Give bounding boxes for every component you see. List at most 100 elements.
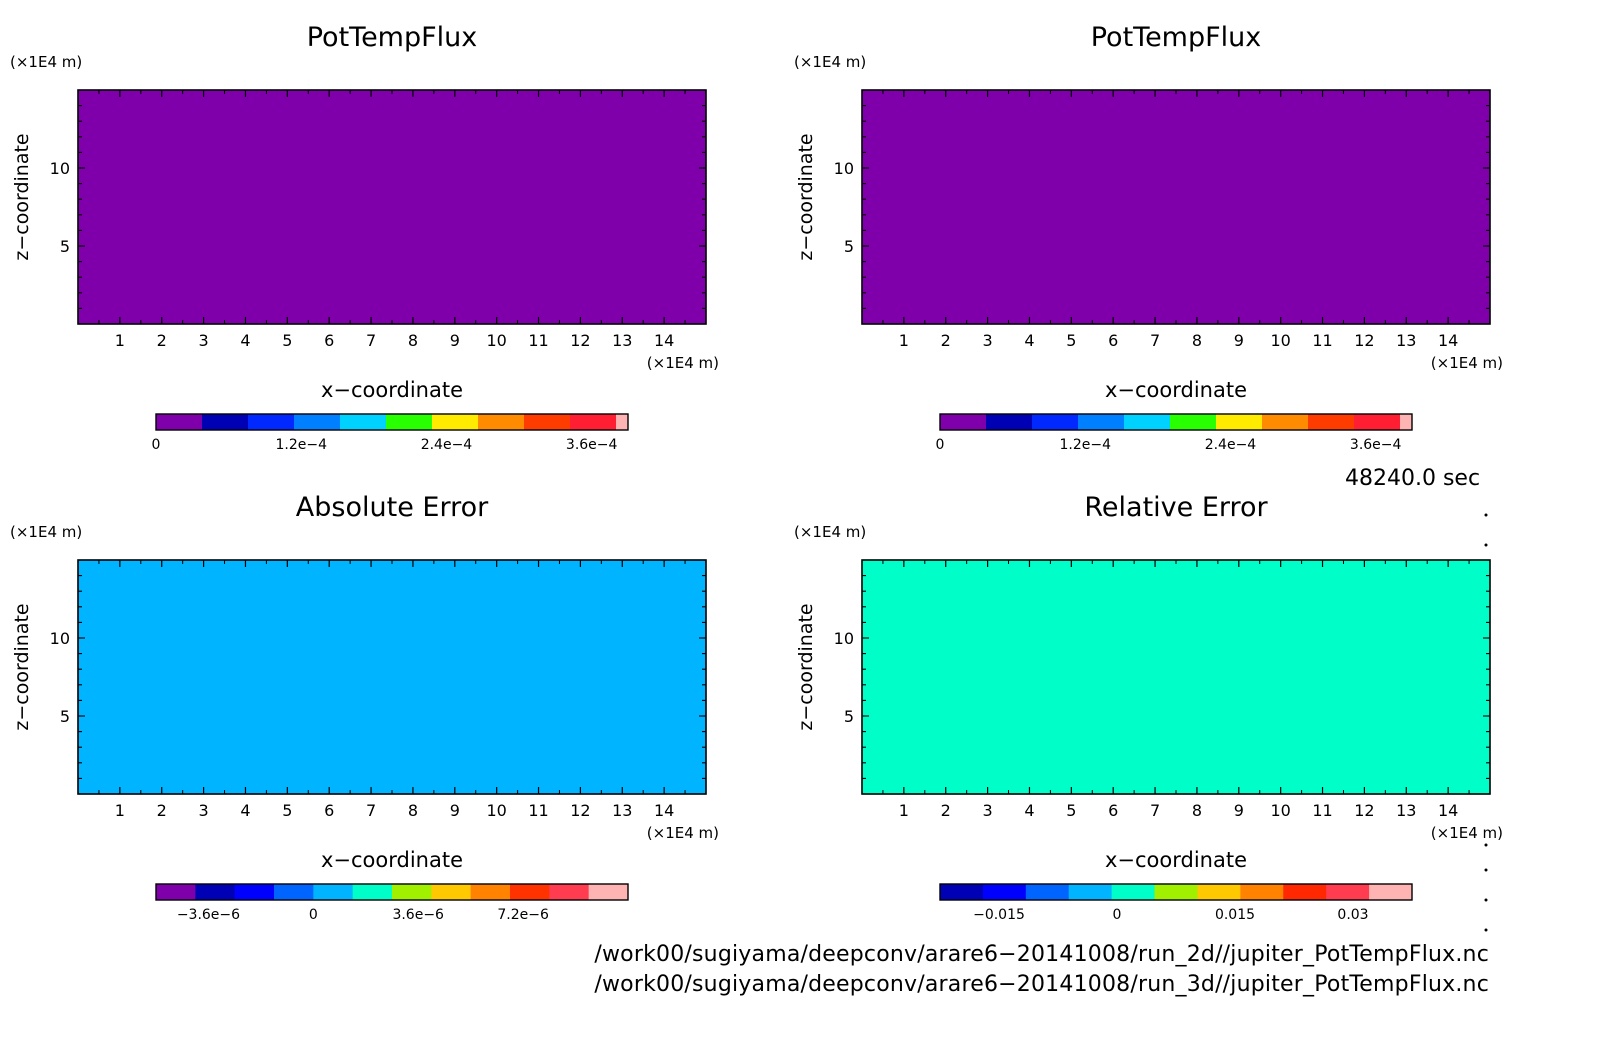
y-unit-label: (×1E4 m) bbox=[10, 53, 82, 71]
colorbar-tick-label: 0 bbox=[1113, 907, 1122, 923]
colorbar-tick-label: 0.015 bbox=[1215, 907, 1255, 923]
colorbar-segment bbox=[549, 884, 590, 900]
x-unit-label: (×1E4 m) bbox=[647, 354, 719, 372]
colorbar-tick-label: 7.2e−6 bbox=[497, 907, 549, 923]
colorbar-segment bbox=[340, 414, 387, 430]
x-tick-label: 5 bbox=[1066, 331, 1076, 350]
panel-title: Relative Error bbox=[1084, 492, 1268, 523]
x-tick-label: 9 bbox=[450, 331, 460, 350]
x-tick-label: 1 bbox=[115, 331, 125, 350]
colorbar-segment bbox=[1216, 414, 1263, 430]
y-unit-label: (×1E4 m) bbox=[794, 523, 866, 541]
colorbar-segment bbox=[1111, 884, 1156, 900]
colorbar-tick-label: 3.6e−6 bbox=[392, 907, 444, 923]
colorbar-segment bbox=[940, 414, 987, 430]
chart-panel-3: Absolute Error(×1E4 m)1 2 3 4 5 6 7 8 9 10 11 12 13 1… bbox=[10, 492, 719, 923]
x-tick-label: 7 bbox=[1150, 801, 1160, 820]
x-tick-label: 5 bbox=[1066, 801, 1076, 820]
x-unit-label: (×1E4 m) bbox=[647, 824, 719, 842]
x-tick-label: 2 bbox=[941, 331, 951, 350]
colorbar-segment bbox=[510, 884, 550, 900]
margin-dot bbox=[1484, 843, 1488, 847]
colorbar-segment bbox=[986, 414, 1033, 430]
x-tick-label: 7 bbox=[366, 331, 376, 350]
x-tick-label: 12 bbox=[1354, 331, 1374, 350]
colorbar: 0 1.2e−4 2.4e−4 3.6e−4 bbox=[936, 413, 1413, 453]
x-tick-label: 14 bbox=[1438, 331, 1458, 350]
margin-dot bbox=[1484, 898, 1488, 902]
x-tick-label: 12 bbox=[1354, 801, 1374, 820]
x-tick-label: 9 bbox=[1234, 801, 1244, 820]
x-tick-label: 11 bbox=[528, 801, 548, 820]
y-tick-label: 10 bbox=[50, 629, 70, 648]
colorbar-segment bbox=[570, 414, 617, 430]
x-tick-label: 2 bbox=[157, 331, 167, 350]
x-tick-label: 3 bbox=[199, 801, 209, 820]
x-tick-label: 4 bbox=[1024, 801, 1034, 820]
x-axis-label: x−coordinate bbox=[1105, 378, 1247, 402]
margin-dot bbox=[1484, 543, 1488, 547]
colorbar-tick-label: 1.2e−4 bbox=[1059, 437, 1111, 453]
x-tick-label: 10 bbox=[486, 801, 506, 820]
colorbar-tick-label: 2.4e−4 bbox=[421, 437, 473, 453]
x-tick-label: 7 bbox=[366, 801, 376, 820]
colorbar-frame bbox=[939, 413, 1413, 431]
x-tick-label: 9 bbox=[450, 801, 460, 820]
x-tick-label: 10 bbox=[1270, 331, 1290, 350]
field-fill bbox=[78, 90, 706, 324]
colorbar-segment bbox=[982, 884, 1027, 900]
colorbar-segment bbox=[1240, 884, 1284, 900]
colorbar-frame bbox=[939, 883, 1413, 901]
x-tick-label: 14 bbox=[654, 801, 674, 820]
x-tick-label: 14 bbox=[654, 331, 674, 350]
x-tick-label: 10 bbox=[1270, 801, 1290, 820]
colorbar-segment bbox=[470, 884, 511, 900]
colorbar-tick-label: 3.6e−4 bbox=[566, 437, 618, 453]
colorbar-segment bbox=[940, 884, 984, 900]
chart-panel-4: Relative Error(×1E4 m)1 2 3 4 5 6 7 8 9 10 11 12 13 1… bbox=[794, 492, 1503, 923]
x-tick-label: 1 bbox=[899, 331, 909, 350]
x-tick-label: 12 bbox=[570, 331, 590, 350]
x-tick-label: 13 bbox=[1396, 801, 1416, 820]
x-axis-label: x−coordinate bbox=[1105, 848, 1247, 872]
colorbar-segment bbox=[202, 414, 249, 430]
file-path-3d: /work00/sugiyama/deepconv/arare6−2014100… bbox=[594, 972, 1489, 997]
x-tick-label: 2 bbox=[941, 801, 951, 820]
x-tick-label: 8 bbox=[1192, 801, 1202, 820]
x-tick-label: 2 bbox=[157, 801, 167, 820]
colorbar-segment bbox=[1154, 884, 1198, 900]
colorbar-tick-label: 0.03 bbox=[1337, 907, 1368, 923]
colorbar: −0.015 0 0.015 0.03 bbox=[939, 883, 1413, 923]
y-tick-label: 5 bbox=[60, 707, 70, 726]
colorbar-segment bbox=[1170, 414, 1217, 430]
x-tick-label: 1 bbox=[115, 801, 125, 820]
margin-dot bbox=[1484, 868, 1488, 872]
x-unit-label: (×1E4 m) bbox=[1431, 354, 1503, 372]
panel-title: PotTempFlux bbox=[307, 22, 478, 53]
x-tick-label: 11 bbox=[528, 331, 548, 350]
colorbar-segment bbox=[248, 414, 295, 430]
colorbar-frame bbox=[155, 883, 629, 901]
y-axis-label: z−coordinate bbox=[11, 603, 33, 730]
colorbar-segment bbox=[1025, 884, 1070, 900]
x-tick-label: 6 bbox=[324, 331, 334, 350]
x-tick-label: 7 bbox=[1150, 331, 1160, 350]
x-tick-label: 11 bbox=[1312, 801, 1332, 820]
y-tick-label: 5 bbox=[844, 237, 854, 256]
colorbar-segment bbox=[1308, 414, 1355, 430]
colorbar-segment bbox=[352, 884, 393, 900]
colorbar-segment bbox=[156, 414, 203, 430]
colorbar-segment bbox=[294, 414, 341, 430]
colorbar-segment bbox=[1032, 414, 1079, 430]
field-fill bbox=[78, 560, 706, 794]
x-tick-label: 4 bbox=[240, 331, 250, 350]
time-label: 48240.0 sec bbox=[1345, 466, 1481, 491]
x-tick-label: 1 bbox=[899, 801, 909, 820]
file-path-2d: /work00/sugiyama/deepconv/arare6−2014100… bbox=[594, 942, 1489, 967]
x-tick-label: 3 bbox=[983, 801, 993, 820]
colorbar-segment bbox=[588, 884, 629, 900]
x-axis-label: x−coordinate bbox=[321, 848, 463, 872]
colorbar-frame bbox=[155, 413, 629, 431]
plot-frame bbox=[77, 89, 707, 325]
colorbar: −3.6e−6 0 3.6e−6 7.2e−6 bbox=[155, 883, 629, 923]
